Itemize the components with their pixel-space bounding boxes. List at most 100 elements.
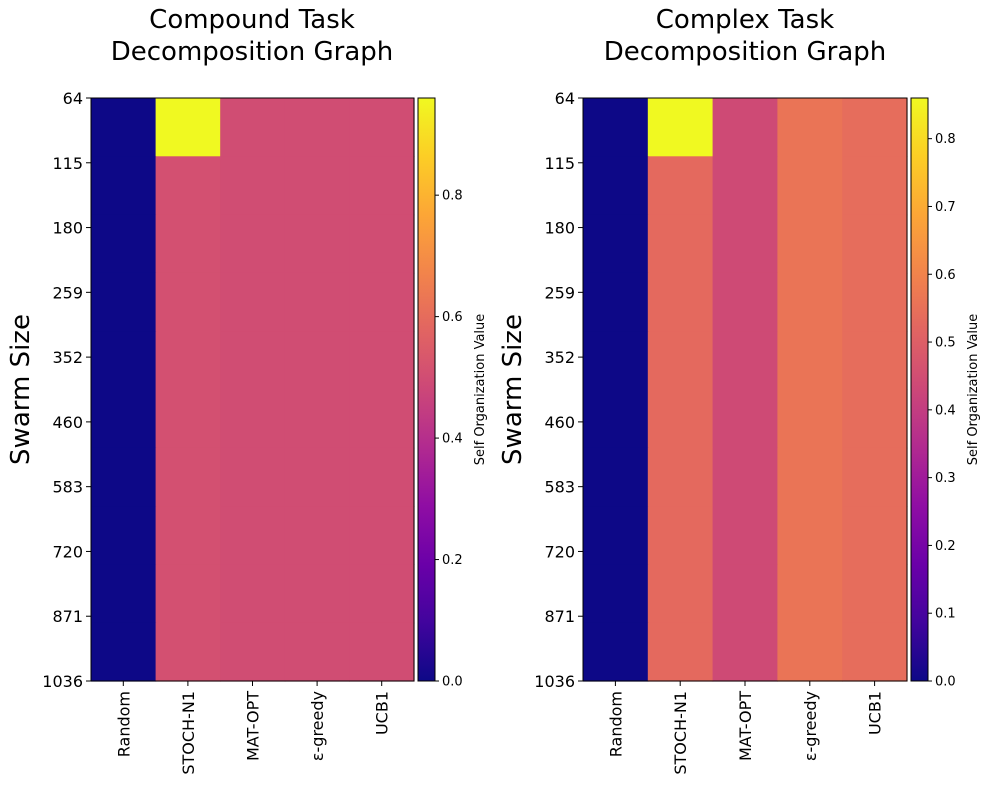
- heatmap-cell: [583, 156, 649, 216]
- heatmap-cell: [583, 447, 649, 507]
- heatmap-cell: [349, 506, 415, 565]
- y-tick-label: 64: [555, 89, 575, 108]
- heatmap-cell: [712, 331, 778, 391]
- heatmap-cell: [284, 98, 350, 157]
- heatmap-cell: [91, 622, 157, 682]
- x-tick-label: MAT-OPT: [736, 691, 755, 761]
- heatmap-cell: [777, 447, 843, 507]
- heatmap-cell: [220, 447, 286, 507]
- colorbar-tick-label: 0.7: [935, 200, 956, 215]
- heatmap-cell: [842, 447, 908, 507]
- heatmap-cell: [91, 272, 157, 332]
- heatmap-cell: [220, 98, 286, 157]
- heatmap-cell: [349, 98, 415, 157]
- heatmap-cell: [712, 564, 778, 624]
- heatmap-cell: [284, 389, 350, 449]
- heatmap-cell: [284, 564, 350, 624]
- x-tick-label: UCB1: [866, 691, 885, 735]
- heatmap-cell: [155, 622, 221, 682]
- heatmap-cell: [647, 564, 714, 624]
- heatmap-cell: [220, 331, 286, 391]
- heatmap-cell: [777, 564, 843, 624]
- y-tick-label: 871: [52, 607, 83, 626]
- heatmap-cell: [284, 447, 350, 507]
- heatmap-cell: [155, 272, 221, 332]
- heatmap-cell: [583, 98, 649, 157]
- x-tick-label: STOCH-N1: [179, 691, 198, 775]
- heatmap-cell: [155, 98, 221, 157]
- y-tick-label: 115: [544, 154, 575, 173]
- heatmap-cell: [647, 622, 714, 682]
- colorbar: [910, 97, 929, 682]
- heatmap-cell: [647, 506, 714, 565]
- heatmap-cell: [91, 506, 157, 565]
- colorbar-tick-label: 0.5: [935, 336, 956, 351]
- heatmap-cell: [712, 447, 778, 507]
- heatmap-cell: [583, 389, 649, 449]
- heatmap-cell: [712, 98, 778, 157]
- heatmap-cell: [842, 156, 908, 216]
- heatmap-cell: [777, 98, 843, 157]
- chart-title: Complex Task: [656, 5, 834, 35]
- colorbar-tick-label: 0.3: [935, 471, 956, 486]
- heatmap-cell: [583, 506, 649, 565]
- heatmap-cell: [220, 156, 286, 216]
- heatmap-cell: [155, 447, 221, 507]
- y-tick-label: 583: [52, 478, 83, 497]
- heatmap-cell: [712, 389, 778, 449]
- heatmap-cell: [220, 506, 286, 565]
- colorbar-label: Self Organization Value: [473, 314, 488, 466]
- chart-title: Compound Task: [149, 5, 355, 35]
- heatmap-cell: [842, 331, 908, 391]
- x-tick-label: ε-greedy: [308, 691, 327, 761]
- heatmap-cell: [712, 156, 778, 216]
- x-tick-label: ε-greedy: [801, 691, 820, 761]
- heatmap-cell: [712, 214, 778, 274]
- y-tick-label: 352: [544, 348, 575, 367]
- y-tick-label: 259: [52, 283, 83, 302]
- x-tick-label: Random: [114, 691, 133, 757]
- heatmap-cell: [155, 389, 221, 449]
- heatmap-cell: [777, 272, 843, 332]
- y-axis-label: Swarm Size: [6, 314, 36, 465]
- heatmap-cell: [842, 622, 908, 682]
- colorbar-tick-label: 0.8: [935, 132, 956, 147]
- heatmap-cell: [155, 331, 221, 391]
- colorbar-tick-label: 0.4: [935, 403, 956, 418]
- colorbar-tick-label: 0.4: [442, 432, 463, 447]
- heatmap-cell: [91, 389, 157, 449]
- colorbar-tick-label: 0.2: [935, 539, 956, 554]
- heatmap-cell: [91, 214, 157, 274]
- colorbar-tick-label: 0.1: [935, 607, 956, 622]
- heatmap-cell: [647, 389, 714, 449]
- y-tick-label: 460: [544, 413, 575, 432]
- heatmap-cell: [647, 331, 714, 391]
- y-tick-label: 720: [544, 542, 575, 561]
- heatmap-cell: [842, 389, 908, 449]
- heatmap-cell: [220, 272, 286, 332]
- heatmap-cell: [583, 272, 649, 332]
- y-tick-label: 352: [52, 348, 83, 367]
- heatmap-cell: [349, 447, 415, 507]
- colorbar: [417, 97, 436, 682]
- heatmap-cell: [777, 622, 843, 682]
- y-tick-label: 1036: [42, 672, 83, 691]
- heatmap-cell: [155, 214, 221, 274]
- heatmap-cell: [777, 331, 843, 391]
- heatmap-cell: [349, 622, 415, 682]
- heatmap-cell: [91, 98, 157, 157]
- heatmap-cell: [284, 622, 350, 682]
- heatmap-cell: [777, 214, 843, 274]
- x-tick-label: MAT-OPT: [244, 691, 263, 761]
- heatmap-cell: [777, 389, 843, 449]
- heatmap-cell: [777, 506, 843, 565]
- heatmap-cell: [842, 564, 908, 624]
- colorbar-label: Self Organization Value: [966, 314, 981, 466]
- x-tick-label: STOCH-N1: [671, 691, 690, 775]
- y-tick-label: 180: [544, 219, 575, 238]
- heatmap-cell: [220, 622, 286, 682]
- heatmap-cell: [777, 156, 843, 216]
